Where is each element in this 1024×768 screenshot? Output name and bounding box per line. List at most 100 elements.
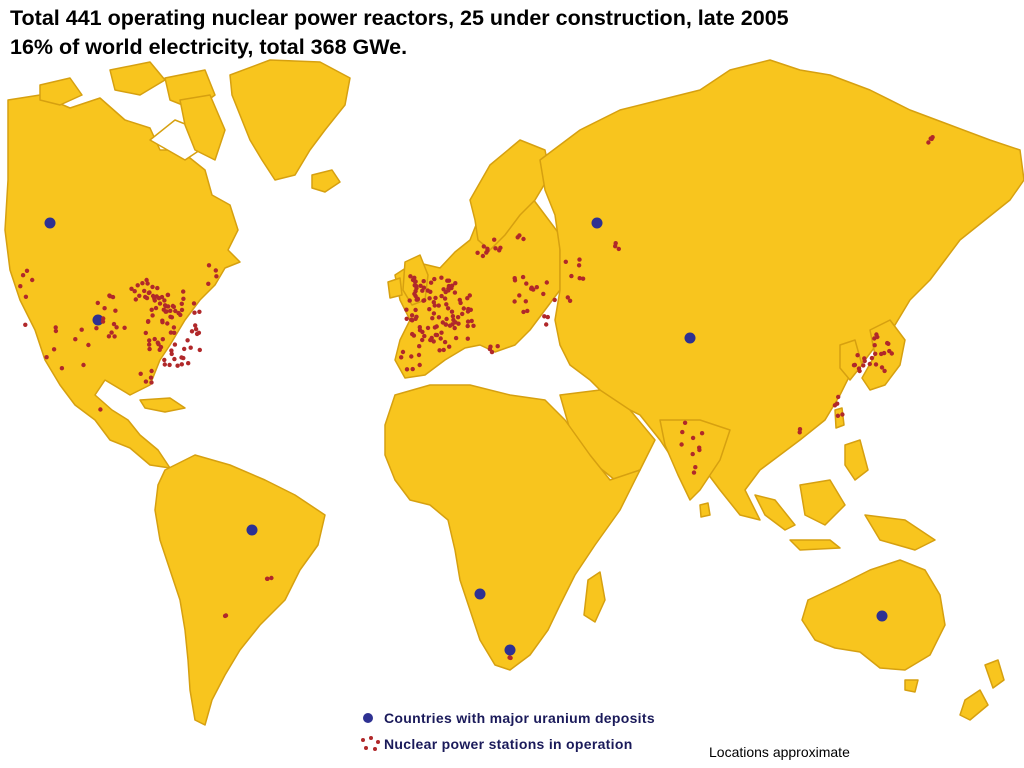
- reactor-marker: [206, 281, 211, 286]
- reactor-marker: [427, 307, 432, 312]
- reactor-marker: [418, 283, 423, 288]
- reactor-marker: [414, 314, 419, 319]
- reactor-marker: [679, 442, 684, 447]
- reactor-marker: [170, 303, 176, 309]
- title-line-1: Total 441 operating nuclear power reacto…: [10, 6, 789, 30]
- reactor-marker: [434, 332, 440, 338]
- reactor-marker: [206, 263, 212, 268]
- reactor-marker: [193, 327, 199, 332]
- reactor-marker: [181, 289, 186, 294]
- reactor-marker: [797, 430, 802, 435]
- reactor-marker: [137, 293, 142, 298]
- reactor-marker: [524, 281, 529, 286]
- reactor-marker: [492, 237, 497, 242]
- reactor-marker: [576, 263, 582, 268]
- baffin-island: [179, 94, 226, 161]
- reactor-marker: [53, 325, 58, 330]
- reactor-marker: [178, 312, 183, 318]
- reactor-marker: [95, 300, 101, 306]
- reactor-marker: [835, 413, 841, 418]
- reactor-marker: [881, 350, 887, 356]
- reactor-marker: [188, 345, 193, 350]
- reactor-marker: [428, 289, 433, 294]
- reactor-marker: [109, 330, 114, 335]
- reactor-marker: [489, 349, 495, 355]
- reactor-marker: [191, 301, 197, 306]
- reactor-marker: [81, 362, 86, 368]
- reactor-marker: [129, 286, 134, 291]
- reactor-marker: [112, 334, 117, 339]
- reactor-marker: [182, 346, 187, 352]
- reactor-marker: [545, 314, 550, 320]
- reactor-marker: [412, 275, 417, 280]
- map-title: Total 441 operating nuclear power reacto…: [10, 4, 789, 62]
- reactor-marker: [887, 348, 892, 354]
- reactor-marker: [465, 336, 470, 341]
- reactor-marker: [415, 296, 420, 302]
- uranium-deposit-marker: [246, 524, 258, 536]
- reactor-marker: [106, 334, 112, 339]
- reactor-marker: [143, 379, 149, 384]
- reactor-marker: [442, 339, 448, 345]
- reactor-marker: [150, 313, 155, 318]
- reactor-marker: [439, 330, 444, 335]
- reactor-marker: [420, 329, 425, 335]
- reactor-marker: [162, 362, 167, 367]
- reactor-marker: [465, 296, 470, 301]
- reactor-marker: [264, 576, 270, 581]
- legend-nuclear-label: Nuclear power stations in operation: [384, 736, 633, 752]
- reactor-marker: [452, 325, 457, 331]
- reactor-marker: [179, 307, 185, 313]
- reactor-marker: [181, 296, 186, 301]
- reactor-marker: [882, 368, 887, 374]
- reactor-marker: [439, 293, 444, 299]
- iceland-landmass: [311, 169, 341, 193]
- reactor-marker: [873, 351, 878, 356]
- reactor-marker: [169, 348, 174, 353]
- reactor-marker: [495, 344, 500, 349]
- reactor-marker: [147, 338, 152, 343]
- reactor-marker: [565, 295, 570, 300]
- reactor-marker: [421, 298, 426, 303]
- reactor-marker: [100, 319, 106, 324]
- reactor-marker: [223, 613, 229, 618]
- reactor-marker: [872, 343, 877, 348]
- reactor-marker: [431, 339, 436, 344]
- reactor-marker: [512, 299, 517, 304]
- reactor-marker: [169, 351, 174, 357]
- reactor-marker: [447, 344, 452, 349]
- uranium-deposit-marker: [474, 588, 486, 600]
- reactor-marker: [433, 295, 438, 301]
- reactor-marker: [529, 286, 534, 291]
- reactor-marker: [53, 328, 59, 334]
- reactor-marker: [455, 315, 461, 320]
- reactor-marker: [179, 362, 184, 367]
- reactor-marker: [147, 342, 152, 347]
- borneo-island: [799, 479, 846, 526]
- philippines-islands: [844, 439, 869, 481]
- reactor-marker: [399, 355, 404, 360]
- reactor-marker: [436, 303, 441, 308]
- reactor-marker: [172, 342, 178, 347]
- reactor-marker: [149, 368, 154, 374]
- reactor-marker: [412, 283, 417, 288]
- australia-landmass: [801, 559, 946, 671]
- reactor-marker: [175, 363, 180, 368]
- reactor-marker: [441, 347, 446, 353]
- reactor-marker: [149, 380, 154, 385]
- reactor-marker: [445, 306, 451, 311]
- reactor-marker: [436, 315, 442, 320]
- reactor-marker: [517, 233, 522, 238]
- reactor-marker: [145, 281, 150, 286]
- reactor-marker: [544, 322, 549, 327]
- reactor-marker: [404, 316, 409, 321]
- reactor-marker: [874, 332, 879, 337]
- reactor-marker: [113, 308, 118, 313]
- reactor-marker: [475, 250, 480, 255]
- reactor-marker: [196, 330, 202, 335]
- reactor-marker: [480, 253, 486, 259]
- reactor-marker: [192, 310, 197, 315]
- reactor-marker: [98, 407, 103, 412]
- reactor-marker: [431, 300, 436, 305]
- reactor-marker: [497, 248, 502, 253]
